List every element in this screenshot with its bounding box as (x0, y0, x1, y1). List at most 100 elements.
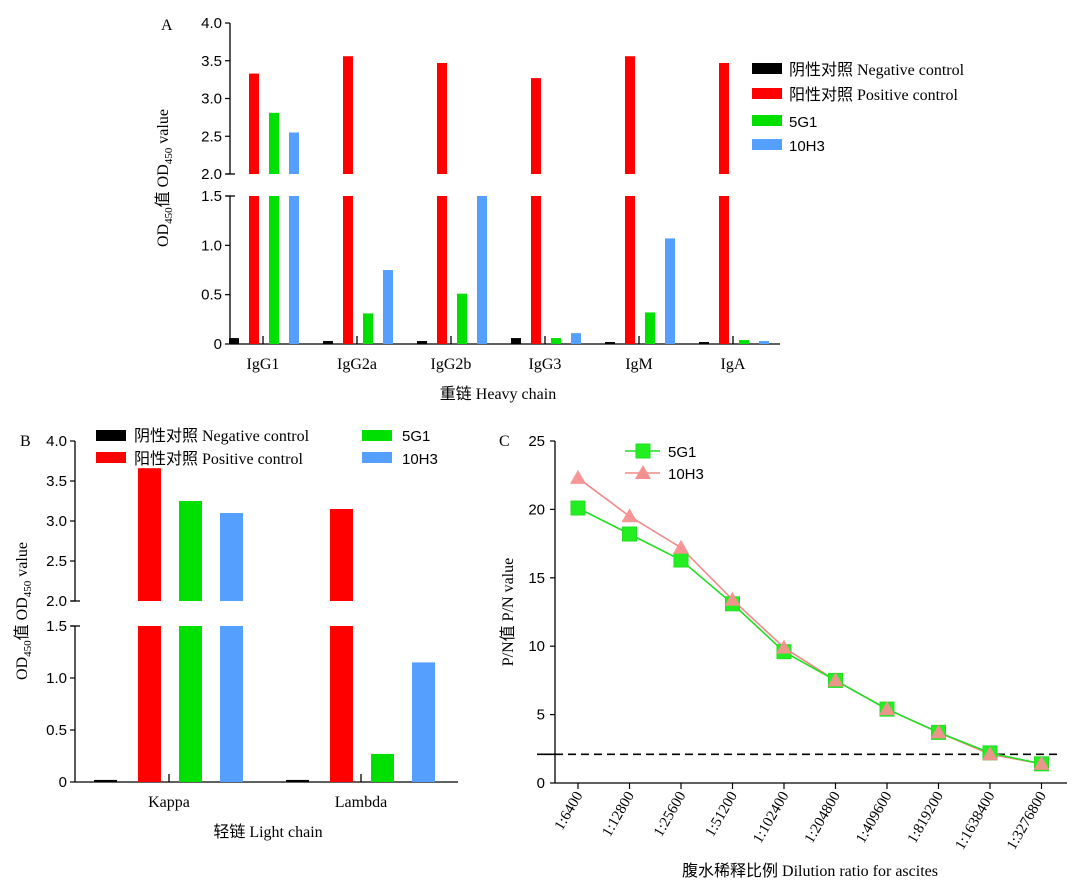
panel-c-category-label: 1:102400 (750, 789, 792, 846)
panel-b-y-tick-label: 4.0 (46, 433, 67, 450)
panel-c-point-10h3 (570, 469, 586, 484)
panel-c-point-5g1 (570, 500, 586, 516)
panel-a-bar-positive-igm-lower (625, 196, 635, 344)
legend-swatch-positive (96, 452, 126, 463)
legend-label-5g1: 5G1 (402, 428, 430, 445)
panel-c-category-label: 1:409600 (853, 789, 895, 846)
panel-b-y-tick-label: 0 (59, 774, 67, 791)
panel-c-x-axis-title: 腹水稀释比例 Dilution ratio for ascites (682, 862, 938, 880)
panel-a-bar-positive-igg1-upper (249, 73, 259, 174)
panel-b-y-axis-title: OD450值 OD450 value (13, 542, 34, 680)
panel-a-bar-g5-iga (739, 340, 749, 344)
panel-b-y-tick-label: 1.5 (46, 618, 67, 635)
panel-a-bar-g5-igg1-upper (269, 112, 279, 174)
panel-a-bar-negative-igg3 (511, 338, 521, 344)
panel-a-category-label: IgG2a (337, 356, 377, 373)
panel-a-bar-positive-igg2b-upper (437, 63, 447, 174)
panel-a-label: A (161, 17, 173, 34)
panel-a-bar-positive-iga-lower (719, 196, 729, 344)
panel-a-category-label: IgA (721, 356, 746, 373)
panel-a-category-label: IgG1 (247, 356, 280, 373)
legend-label-negative: 阴性对照 Negative control (789, 61, 965, 79)
panel-c-point-10h3 (827, 672, 844, 687)
panel-c-y-axis-title: P/N值 P/N value (499, 558, 517, 666)
panel-a-bar-positive-igg2a-upper (343, 56, 353, 174)
panel-c-y-tick-label: 20 (528, 501, 545, 518)
panel-b-bar-positive-lambda-lower (330, 626, 353, 782)
panel-c-category-label: 1:819200 (905, 789, 947, 846)
panel-a-bar-negative-igg1 (229, 338, 239, 344)
panel-b-x-axis-title: 轻链 Light chain (213, 823, 322, 841)
panel-a-bar-negative-igm (605, 342, 615, 344)
panel-a-y-tick-label: 3.5 (201, 53, 222, 70)
panel-b-y-tick-label: 2.5 (46, 553, 67, 570)
panel-b-y-tick-label: 0.5 (46, 722, 67, 739)
panel-c-y-tick-label: 15 (528, 570, 545, 587)
panel-a-y-tick-label: 1.0 (201, 237, 222, 254)
panel-a-x-axis-title: 重链 Heavy chain (440, 385, 556, 403)
panel-a-bar-positive-igg2a-lower (343, 196, 353, 344)
legend-swatch-5g1 (362, 430, 392, 441)
panel-c-category-label: 1:6400 (552, 789, 587, 833)
legend-label-positive: 阳性对照 Positive control (134, 450, 303, 468)
panel-a-y-tick-label: 3.0 (201, 91, 222, 108)
panel-c-point-10h3 (982, 746, 998, 761)
panel-c-category-label: 1:204800 (802, 789, 844, 846)
panel-b-y-tick-label: 2.0 (46, 593, 67, 610)
panel-b-category-label: Kappa (148, 794, 190, 811)
legend-swatch-5g1 (752, 115, 782, 126)
panel-c-line-10h3 (577, 477, 1042, 765)
panel-b-y-tick-label: 3.0 (46, 513, 67, 530)
panel-a-y-axis-title: OD450值 OD450 value (154, 109, 175, 247)
panel-b-y-tick-label: 1.0 (46, 670, 67, 687)
panel-a-category-label: IgM (625, 356, 653, 373)
legend-marker-5g1 (635, 443, 651, 459)
panel-c: C 0 5 10 15 20 25 1:6400 1:12800 1:25600 1:51200… (499, 433, 1067, 880)
panel-b-bar-positive-kappa-lower (138, 626, 161, 782)
panel-b-bar-positive-lambda-upper (330, 509, 353, 601)
panel-a-y-tick-label: 2.0 (201, 166, 222, 183)
panel-c-point-10h3 (621, 508, 638, 523)
panel-a: A 0 0.5 1.0 1.5 2.0 2.5 3.0 3.5 4.0 IgG1 IgG2a IgG… (154, 15, 965, 403)
panel-c-category-label: 1:25600 (651, 789, 689, 840)
panel-a-legend: 阴性对照 Negative control 阳性对照 Positive cont… (752, 61, 965, 155)
panel-a-category-label: IgG3 (529, 356, 562, 373)
panel-a-bar-g5-igg2a (363, 313, 373, 344)
legend-label-10h3: 10H3 (668, 466, 704, 483)
panel-c-point-10h3 (1033, 755, 1050, 770)
panel-c-category-label: 1:1638400 (953, 789, 999, 853)
legend-swatch-10h3 (752, 139, 782, 150)
panel-a-bar-h10-igg2a (383, 270, 393, 344)
panel-c-label: C (499, 433, 510, 450)
panel-a-bar-h10-igg2b (477, 196, 487, 344)
panel-c-point-10h3 (879, 701, 895, 716)
panel-c-y-tick-label: 0 (537, 775, 545, 792)
panel-a-bar-negative-igg2b (417, 341, 427, 344)
panel-b-bar-negative-kappa (94, 779, 117, 782)
panel-b-bar-g5-lambda (371, 753, 394, 782)
panel-b-legend: 阴性对照 Negative control 阳性对照 Positive cont… (96, 427, 438, 468)
panel-b-bar-h10-lambda (412, 662, 435, 782)
panel-c-legend: 5G1 10H3 (625, 443, 704, 483)
panel-a-bar-h10-igm (665, 238, 675, 344)
panel-b-y-tick-label: 3.5 (46, 473, 67, 490)
panel-b-bar-g5-kappa-lower (179, 626, 202, 782)
panel-a-bar-g5-igg1-lower (269, 196, 279, 344)
panel-a-bar-negative-igg2a (323, 341, 333, 344)
panel-c-line-5g1 (577, 507, 1042, 765)
panel-b-label: B (20, 433, 31, 450)
legend-swatch-negative (96, 430, 126, 441)
panel-a-bar-positive-igg2b-lower (437, 196, 447, 344)
panel-a-y-tick-label: 0.5 (201, 287, 222, 304)
panel-b-category-label: Lambda (335, 794, 387, 811)
legend-label-negative: 阴性对照 Negative control (134, 427, 310, 445)
panel-c-point-10h3 (776, 639, 792, 654)
panel-a-bar-negative-iga (699, 342, 709, 344)
legend-label-5g1: 5G1 (668, 444, 696, 461)
panel-a-bar-h10-igg1-lower (289, 196, 299, 344)
panel-a-bar-positive-igg3-lower (531, 196, 541, 344)
panel-b-bar-h10-kappa-lower (220, 626, 243, 782)
panel-b: B 00.51.01.52.02.53.03.54.0 Kappa Lambda … (13, 427, 458, 841)
panel-c-point-5g1 (622, 526, 637, 542)
legend-swatch-negative (752, 63, 782, 74)
